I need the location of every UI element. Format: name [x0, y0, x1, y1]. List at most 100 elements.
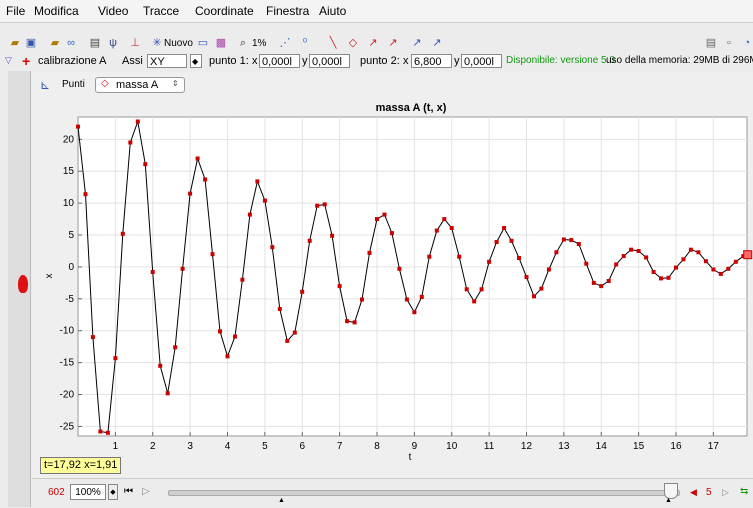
data-point[interactable] — [703, 259, 708, 264]
slider-thumb[interactable] — [664, 483, 678, 499]
data-point[interactable] — [674, 265, 678, 270]
zoom-spinner-icon[interactable]: ◆ — [108, 484, 118, 500]
data-point[interactable] — [247, 212, 252, 217]
axes-spinner-icon[interactable]: ◆ — [190, 54, 202, 68]
data-point[interactable] — [464, 287, 469, 292]
data-point[interactable] — [472, 299, 477, 304]
data-point[interactable] — [651, 270, 656, 274]
data-point[interactable] — [76, 124, 80, 129]
menu-file[interactable]: File — [6, 4, 26, 18]
data-point[interactable] — [315, 203, 320, 208]
frame-counter[interactable]: 602 — [48, 487, 65, 498]
zoom-label[interactable]: 1% — [252, 38, 267, 49]
new-track-label[interactable]: Nuovo — [164, 38, 193, 49]
menu-coordinate[interactable]: Coordinate — [195, 4, 254, 18]
momentum-vector-icon[interactable]: ↗ — [432, 37, 442, 49]
path-icon[interactable]: ╲ — [329, 37, 337, 49]
end-marker-icon[interactable]: ▲ — [665, 497, 672, 504]
data-point[interactable] — [285, 338, 290, 343]
data-point[interactable] — [539, 286, 544, 291]
data-point[interactable] — [307, 238, 312, 243]
calibration-icon[interactable]: ⊥ — [130, 37, 140, 49]
data-point[interactable] — [218, 329, 222, 334]
data-point[interactable] — [262, 198, 267, 203]
data-point[interactable] — [621, 254, 626, 259]
coords-icon[interactable]: ψ — [109, 37, 117, 49]
data-point[interactable] — [292, 330, 297, 335]
data-point[interactable] — [233, 334, 237, 339]
plot-mode-label[interactable]: Punti — [62, 79, 85, 90]
plus-icon[interactable]: + — [22, 53, 31, 69]
data-point[interactable] — [375, 217, 379, 222]
data-point[interactable] — [479, 287, 484, 292]
data-point[interactable] — [599, 284, 604, 289]
step-forward-icon[interactable]: ▷ — [722, 487, 729, 497]
label-icon[interactable]: ⁰ — [302, 37, 308, 49]
menu-video[interactable]: Video — [98, 4, 129, 18]
data-point[interactable] — [502, 226, 507, 230]
track-selector[interactable] — [95, 77, 185, 93]
loop-icon[interactable]: ⇆ — [740, 486, 749, 497]
data-point[interactable] — [733, 259, 738, 264]
force-vector-icon[interactable]: ↗ — [412, 37, 422, 49]
data-point[interactable] — [240, 277, 245, 282]
data-point[interactable] — [203, 177, 208, 182]
data-point[interactable] — [442, 217, 447, 222]
data-point[interactable] — [120, 231, 125, 236]
clip-settings-icon[interactable]: ▤ — [89, 37, 101, 49]
data-point[interactable] — [143, 162, 148, 167]
data-point[interactable] — [659, 276, 663, 281]
data-point[interactable] — [532, 294, 536, 299]
trail-icon[interactable]: ⋰ — [279, 37, 291, 49]
data-point[interactable] — [546, 267, 551, 272]
data-point[interactable] — [397, 266, 402, 271]
data-point[interactable] — [98, 429, 103, 434]
data-point[interactable] — [457, 254, 462, 259]
menu-modifica[interactable]: Modifica — [34, 4, 79, 18]
data-point[interactable] — [300, 289, 305, 294]
zoom-icon[interactable]: ⌕ — [239, 37, 247, 49]
data-point[interactable] — [150, 270, 155, 274]
menu-tracce[interactable]: Tracce — [143, 4, 180, 18]
menu-finestra[interactable]: Finestra — [266, 4, 310, 18]
data-point[interactable] — [434, 228, 439, 233]
data-point[interactable] — [360, 297, 364, 302]
data-point[interactable] — [569, 238, 574, 243]
notes-icon[interactable]: ▤ — [705, 37, 717, 49]
data-point[interactable] — [158, 363, 163, 368]
data-point[interactable] — [494, 240, 499, 244]
data-point[interactable] — [576, 242, 581, 246]
data-point[interactable] — [210, 252, 215, 257]
data-point[interactable] — [606, 279, 611, 283]
dropdown-triangle-icon[interactable]: ▽ — [5, 55, 12, 65]
plot-mode-icon[interactable]: ⊾ — [40, 78, 51, 92]
save-icon[interactable]: ▣ — [25, 37, 37, 49]
data-point[interactable] — [561, 237, 566, 242]
data-point[interactable] — [584, 261, 589, 266]
data-point[interactable] — [688, 247, 693, 252]
data-point[interactable] — [644, 255, 649, 260]
step-size[interactable]: 5 — [706, 487, 712, 498]
data-point[interactable] — [412, 310, 417, 315]
data-point[interactable] — [173, 345, 178, 350]
data-point[interactable] — [419, 294, 424, 299]
data-point[interactable] — [195, 156, 200, 161]
data-point[interactable] — [135, 119, 140, 124]
data-point[interactable] — [180, 266, 185, 271]
axes-field[interactable]: XY — [147, 54, 187, 68]
open-folder-icon[interactable]: ▰ — [10, 37, 20, 49]
point1-x-field[interactable]: 0,000l — [259, 54, 300, 68]
playback-slider[interactable] — [168, 490, 680, 496]
reset-icon[interactable]: ⏮ — [124, 486, 133, 497]
data-point[interactable] — [427, 254, 432, 259]
calibration-label[interactable]: calibrazione A — [38, 55, 107, 67]
data-point[interactable] — [255, 179, 260, 184]
data-point[interactable] — [711, 267, 716, 272]
data-point[interactable] — [83, 192, 88, 197]
data-point[interactable] — [666, 275, 671, 280]
data-point[interactable] — [629, 247, 634, 252]
data-point[interactable] — [389, 231, 394, 236]
data-point[interactable] — [636, 249, 641, 253]
new-track-icon[interactable]: ✳ — [152, 37, 162, 49]
